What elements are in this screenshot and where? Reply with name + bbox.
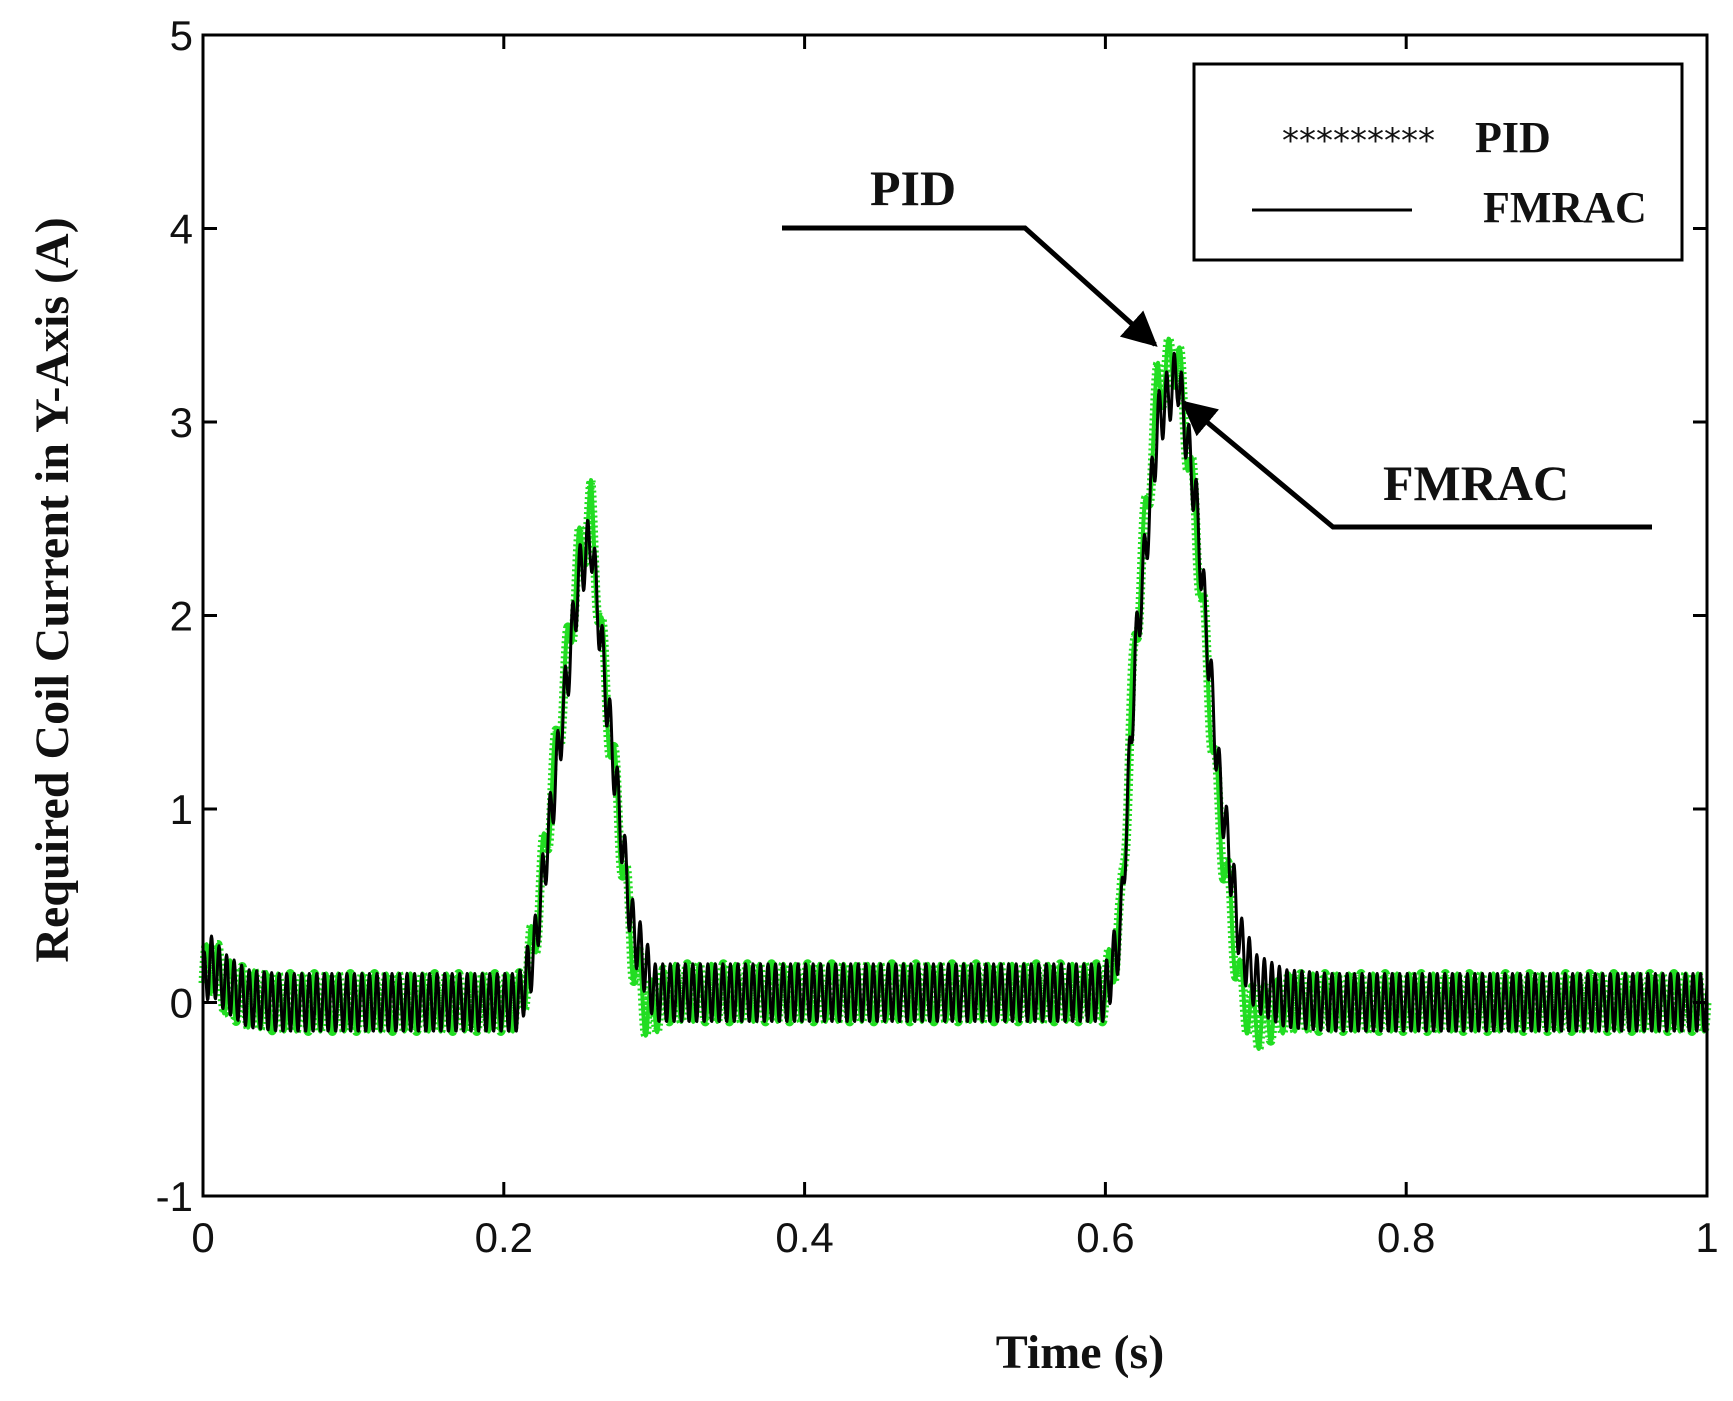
y-tick-label: 4 — [170, 206, 193, 253]
x-tick-label: 0 — [191, 1214, 214, 1261]
legend-label-fmrac: FMRAC — [1483, 183, 1647, 232]
legend: ********* PID FMRAC — [1192, 62, 1684, 262]
y-tick-label: 1 — [170, 786, 193, 833]
x-tick-label: 1 — [1695, 1214, 1718, 1261]
annotation-arrow-fmrac — [1180, 400, 1652, 530]
annotation-layer: PID FMRAC — [782, 160, 1652, 530]
x-axis-label: Time (s) — [996, 1326, 1164, 1379]
x-tick-label: 0.2 — [475, 1214, 533, 1261]
annotation-pid: PID — [782, 160, 1158, 347]
legend-item-fmrac: FMRAC — [1252, 183, 1647, 232]
legend-symbol-stars: ********* — [1282, 121, 1435, 161]
y-axis-label: Required Coil Current in Y-Axis (A) — [26, 217, 79, 962]
series-layer — [198, 334, 1712, 1054]
legend-box — [1192, 62, 1684, 262]
legend-item-pid: ********* PID — [1282, 113, 1551, 162]
x-tick-label: 0.4 — [775, 1214, 833, 1261]
y-tick-label: 3 — [170, 399, 193, 446]
annotation-fmrac: FMRAC — [1180, 400, 1652, 530]
y-tick-label: -1 — [156, 1173, 193, 1220]
series-fmrac — [201, 351, 1709, 1033]
annotation-label-pid: PID — [870, 160, 956, 216]
x-tick-label: 0.6 — [1076, 1214, 1134, 1261]
legend-label-pid: PID — [1475, 113, 1551, 162]
y-tick-label: 5 — [170, 12, 193, 59]
annotation-label-fmrac: FMRAC — [1383, 455, 1569, 511]
y-tick-label: 0 — [170, 980, 193, 1027]
x-tick-label: 0.8 — [1377, 1214, 1435, 1261]
series-line-fmrac — [201, 351, 1709, 1033]
y-tick-label: 2 — [170, 593, 193, 640]
annotation-arrow-pid — [782, 225, 1158, 347]
